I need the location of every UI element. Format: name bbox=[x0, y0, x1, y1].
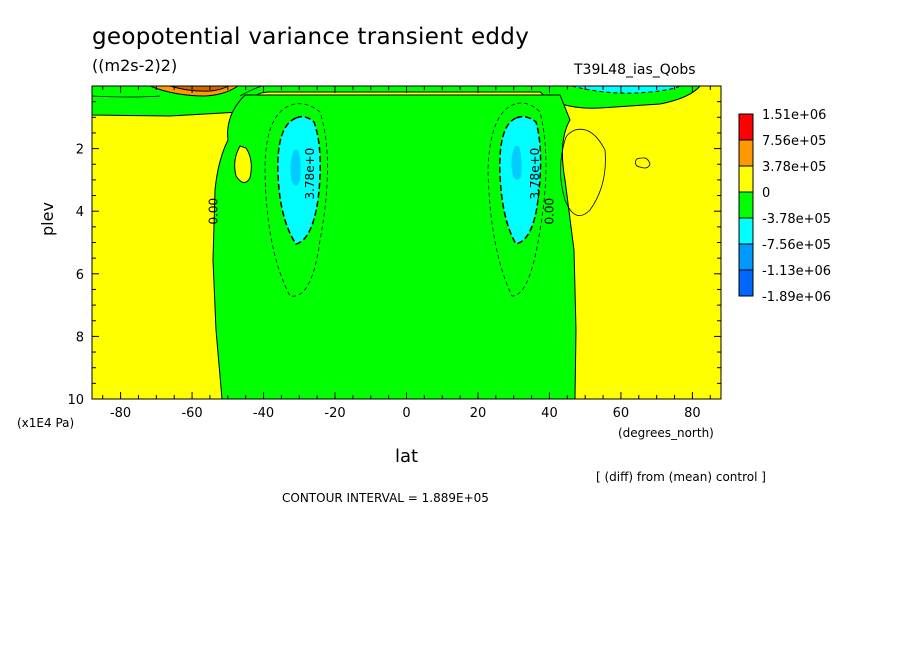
negative-strip-top bbox=[571, 86, 681, 94]
contour-label-group: 0.00 bbox=[207, 198, 221, 225]
y-tick-label: 6 bbox=[76, 268, 84, 283]
legend-level-label: 0 bbox=[762, 186, 770, 201]
x-tick-label: 80 bbox=[684, 406, 701, 421]
legend-swatch bbox=[738, 191, 754, 219]
y-axis-ticks: 2 4 6 8 10 bbox=[67, 101, 721, 408]
contour-label: 0.00 bbox=[542, 198, 556, 225]
x-tick-label: 60 bbox=[613, 406, 630, 421]
contour-label-group: 3.78e+0 bbox=[303, 148, 317, 200]
y-tick-label: 4 bbox=[76, 205, 84, 220]
legend-level-label: 3.78e+05 bbox=[762, 160, 826, 175]
legend-level-label: 7.56e+05 bbox=[762, 134, 826, 149]
negative-minimum-right bbox=[499, 115, 542, 245]
contour-interval-label: CONTOUR INTERVAL = 1.889E+05 bbox=[282, 491, 489, 505]
x-tick-label: 20 bbox=[470, 406, 487, 421]
positive-contour-small bbox=[635, 157, 651, 169]
dashed-contour-left-outer bbox=[264, 103, 328, 297]
diff-note: [ (diff) from (mean) control ] bbox=[596, 470, 766, 484]
negative-core-left bbox=[290, 150, 301, 186]
x-tick-label: -20 bbox=[324, 406, 345, 421]
contour-label: 0.00 bbox=[207, 198, 221, 225]
x-tick-label: -40 bbox=[253, 406, 274, 421]
legend-swatch bbox=[738, 243, 754, 271]
y-tick-label: 8 bbox=[76, 330, 84, 345]
legend-swatch bbox=[738, 165, 754, 193]
y-tick-label: 10 bbox=[67, 393, 84, 408]
positive-maximum-core bbox=[169, 86, 229, 92]
contour-label-group: 3.78e+0 bbox=[528, 148, 542, 200]
legend-swatch bbox=[738, 217, 754, 245]
run-id-label: T39L48_ias_Qobs bbox=[574, 62, 696, 78]
positive-contour-right bbox=[560, 128, 606, 217]
x-axis-label: lat bbox=[395, 446, 419, 467]
legend-level-label: -3.78e+05 bbox=[762, 212, 831, 227]
contour-label: 3.78e+0 bbox=[303, 148, 317, 200]
x-axis-ticks: -80 -60 -40 -20 0 20 40 60 80 bbox=[102, 86, 711, 421]
x-tick-label: -80 bbox=[110, 406, 131, 421]
chart-title: geopotential variance transient eddy bbox=[92, 24, 530, 50]
legend-level-label: -1.13e+06 bbox=[762, 264, 831, 279]
legend-swatch bbox=[738, 113, 754, 141]
legend-swatch bbox=[738, 269, 754, 297]
legend-level-label: -1.89e+06 bbox=[762, 290, 831, 305]
contour-label: 3.78e+0 bbox=[528, 148, 542, 200]
y-tick-label: 2 bbox=[76, 143, 84, 158]
x-tick-label: 40 bbox=[541, 406, 558, 421]
positive-island-left bbox=[234, 145, 252, 183]
legend-level-label: -7.56e+05 bbox=[762, 238, 831, 253]
top-thin-contour bbox=[92, 86, 263, 98]
x-tick-label: -60 bbox=[181, 406, 202, 421]
legend-level-label: 1.51e+06 bbox=[762, 108, 826, 123]
y-axis-units: (x1E4 Pa) bbox=[17, 416, 75, 430]
x-axis-units: (degrees_north) bbox=[618, 426, 714, 440]
color-legend: 1.51e+06 7.56e+05 3.78e+05 0 -3.78e+05 -7.56e… bbox=[738, 108, 831, 305]
contour-labels: 0.003.78e+0 3.78e+00.00 bbox=[207, 148, 557, 225]
negative-core-right bbox=[511, 146, 522, 180]
chart-units: ((m2s-2)2) bbox=[92, 56, 178, 75]
legend-swatch bbox=[738, 139, 754, 167]
dashed-contour-right-outer bbox=[487, 102, 547, 297]
contour-label-group: 0.00 bbox=[542, 198, 556, 225]
x-tick-label: 0 bbox=[402, 406, 410, 421]
